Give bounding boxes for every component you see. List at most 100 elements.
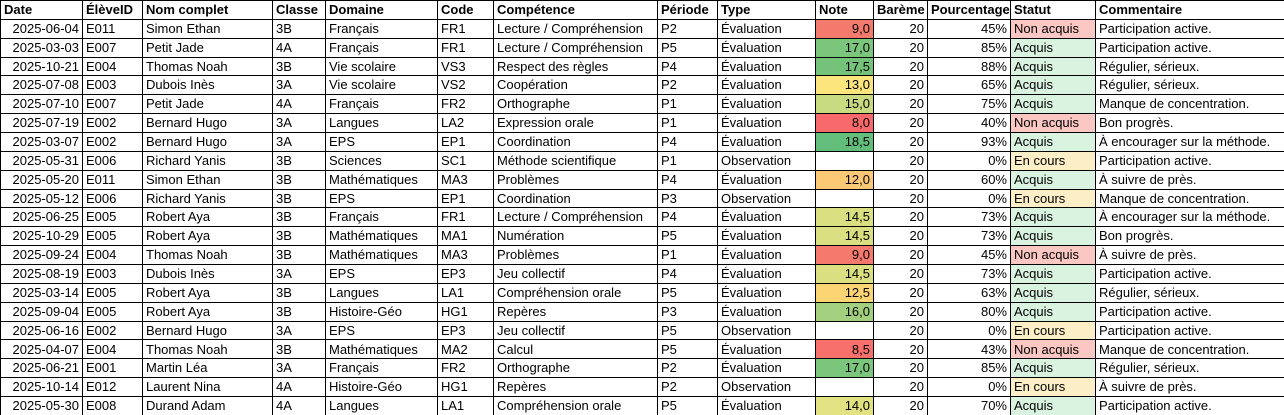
cell-classe[interactable]: 3A: [272, 358, 326, 379]
header-competence[interactable]: Compétence: [493, 0, 658, 20]
cell-pourcentage[interactable]: 93%: [927, 132, 1011, 152]
cell-competence[interactable]: Orthographe: [493, 358, 658, 379]
cell-periode[interactable]: P5: [657, 320, 718, 341]
cell-domaine[interactable]: Vie scolaire: [325, 75, 438, 96]
header-commentaire[interactable]: Commentaire: [1095, 0, 1284, 20]
cell-type[interactable]: Évaluation: [717, 37, 816, 58]
cell-note[interactable]: [815, 377, 874, 398]
cell-competence[interactable]: Méthode scientifique: [493, 150, 658, 171]
cell-date[interactable]: 2025-08-19: [0, 264, 83, 284]
cell-competence[interactable]: Expression orale: [493, 113, 658, 134]
header-nom[interactable]: Nom complet: [142, 0, 273, 20]
cell-code[interactable]: EP3: [437, 320, 494, 341]
cell-type[interactable]: Évaluation: [717, 301, 816, 322]
cell-note[interactable]: 14,0: [815, 396, 874, 415]
cell-nom[interactable]: Robert Aya: [142, 207, 273, 228]
cell-pourcentage[interactable]: 0%: [927, 150, 1011, 171]
cell-statut[interactable]: Acquis: [1010, 94, 1096, 115]
cell-classe[interactable]: 3A: [272, 264, 326, 284]
header-eleve_id[interactable]: ÉlèveID: [82, 0, 143, 20]
cell-eleve_id[interactable]: E003: [82, 264, 143, 284]
cell-domaine[interactable]: Histoire-Géo: [325, 301, 438, 322]
cell-bareme[interactable]: 20: [873, 396, 928, 415]
cell-date[interactable]: 2025-09-24: [0, 245, 83, 266]
header-statut[interactable]: Statut: [1010, 0, 1096, 20]
cell-competence[interactable]: Repères: [493, 301, 658, 322]
cell-bareme[interactable]: 20: [873, 358, 928, 379]
cell-type[interactable]: Observation: [717, 320, 816, 341]
cell-classe[interactable]: 3B: [272, 18, 326, 39]
cell-code[interactable]: VS2: [437, 75, 494, 96]
cell-classe[interactable]: 3A: [272, 113, 326, 134]
cell-statut[interactable]: Acquis: [1010, 169, 1096, 190]
cell-domaine[interactable]: EPS: [325, 264, 438, 284]
cell-domaine[interactable]: EPS: [325, 132, 438, 152]
cell-type[interactable]: Évaluation: [717, 94, 816, 115]
cell-eleve_id[interactable]: E004: [82, 339, 143, 360]
cell-domaine[interactable]: Vie scolaire: [325, 56, 438, 77]
cell-note[interactable]: 9,0: [815, 245, 874, 266]
cell-note[interactable]: 12,5: [815, 282, 874, 303]
cell-domaine[interactable]: Mathématiques: [325, 339, 438, 360]
cell-commentaire[interactable]: Bon progrès.: [1095, 113, 1284, 134]
cell-code[interactable]: LA1: [437, 282, 494, 303]
cell-statut[interactable]: En cours: [1010, 188, 1096, 209]
cell-eleve_id[interactable]: E005: [82, 207, 143, 228]
cell-pourcentage[interactable]: 43%: [927, 339, 1011, 360]
cell-type[interactable]: Évaluation: [717, 207, 816, 228]
cell-bareme[interactable]: 20: [873, 132, 928, 152]
cell-commentaire[interactable]: À suivre de près.: [1095, 377, 1284, 398]
cell-date[interactable]: 2025-06-21: [0, 358, 83, 379]
cell-bareme[interactable]: 20: [873, 282, 928, 303]
cell-competence[interactable]: Respect des règles: [493, 56, 658, 77]
cell-competence[interactable]: Repères: [493, 377, 658, 398]
cell-date[interactable]: 2025-09-04: [0, 301, 83, 322]
cell-classe[interactable]: 3B: [272, 282, 326, 303]
cell-date[interactable]: 2025-05-12: [0, 188, 83, 209]
cell-nom[interactable]: Richard Yanis: [142, 150, 273, 171]
header-note[interactable]: Note: [815, 0, 874, 20]
cell-note[interactable]: 14,5: [815, 207, 874, 228]
cell-bareme[interactable]: 20: [873, 18, 928, 39]
header-bareme[interactable]: Barème: [873, 0, 928, 20]
cell-competence[interactable]: Calcul: [493, 339, 658, 360]
cell-competence[interactable]: Problèmes: [493, 245, 658, 266]
cell-pourcentage[interactable]: 75%: [927, 94, 1011, 115]
cell-classe[interactable]: 3B: [272, 169, 326, 190]
cell-pourcentage[interactable]: 70%: [927, 396, 1011, 415]
cell-classe[interactable]: 3A: [272, 320, 326, 341]
cell-commentaire[interactable]: Participation active.: [1095, 301, 1284, 322]
cell-type[interactable]: Évaluation: [717, 18, 816, 39]
cell-classe[interactable]: 4A: [272, 396, 326, 415]
cell-pourcentage[interactable]: 63%: [927, 282, 1011, 303]
cell-note[interactable]: 14,5: [815, 264, 874, 284]
cell-date[interactable]: 2025-10-29: [0, 226, 83, 247]
cell-code[interactable]: LA1: [437, 396, 494, 415]
cell-competence[interactable]: Coordination: [493, 132, 658, 152]
header-date[interactable]: Date: [0, 0, 83, 20]
cell-competence[interactable]: Coopération: [493, 75, 658, 96]
cell-nom[interactable]: Robert Aya: [142, 226, 273, 247]
cell-statut[interactable]: Acquis: [1010, 282, 1096, 303]
cell-code[interactable]: EP1: [437, 188, 494, 209]
cell-bareme[interactable]: 20: [873, 113, 928, 134]
cell-classe[interactable]: 3B: [272, 301, 326, 322]
cell-bareme[interactable]: 20: [873, 188, 928, 209]
cell-type[interactable]: Évaluation: [717, 264, 816, 284]
cell-date[interactable]: 2025-06-04: [0, 18, 83, 39]
cell-bareme[interactable]: 20: [873, 150, 928, 171]
cell-pourcentage[interactable]: 73%: [927, 207, 1011, 228]
header-pourcentage[interactable]: Pourcentage: [927, 0, 1011, 20]
cell-bareme[interactable]: 20: [873, 301, 928, 322]
cell-bareme[interactable]: 20: [873, 94, 928, 115]
cell-pourcentage[interactable]: 88%: [927, 56, 1011, 77]
cell-code[interactable]: SC1: [437, 150, 494, 171]
cell-statut[interactable]: En cours: [1010, 377, 1096, 398]
cell-domaine[interactable]: Français: [325, 94, 438, 115]
cell-nom[interactable]: Richard Yanis: [142, 188, 273, 209]
cell-statut[interactable]: Acquis: [1010, 207, 1096, 228]
cell-eleve_id[interactable]: E005: [82, 282, 143, 303]
cell-statut[interactable]: Acquis: [1010, 132, 1096, 152]
cell-date[interactable]: 2025-05-30: [0, 396, 83, 415]
cell-domaine[interactable]: Langues: [325, 113, 438, 134]
